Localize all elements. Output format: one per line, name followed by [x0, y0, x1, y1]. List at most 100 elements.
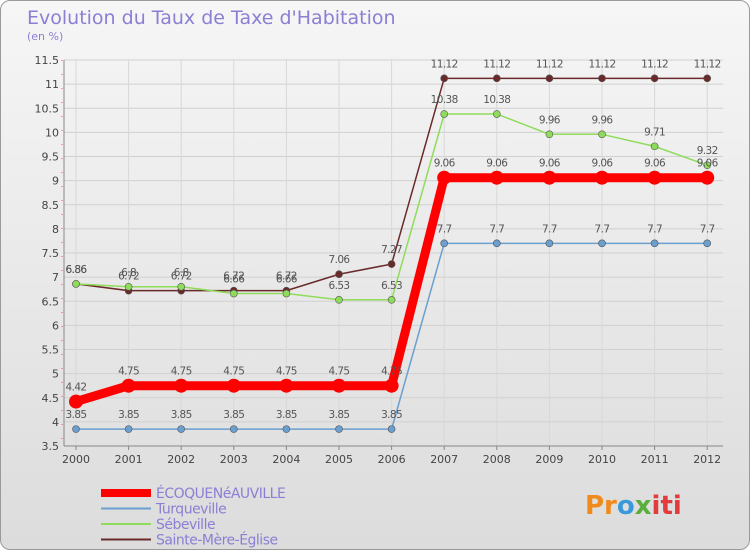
x-tick-label: 2004: [272, 453, 300, 466]
data-point: [124, 425, 133, 433]
data-label: 6.72: [118, 271, 139, 283]
data-label: 6.66: [276, 274, 298, 286]
data-label: 3.85: [276, 409, 297, 421]
data-label: 4.75: [171, 366, 192, 378]
data-point: [492, 239, 501, 248]
data-label: 7.7: [595, 223, 610, 235]
data-point: [703, 74, 712, 83]
y-tick-label: 8.5: [42, 199, 60, 212]
data-point: [69, 394, 83, 409]
data-label: 10.38: [431, 94, 458, 106]
data-label: 7.7: [542, 223, 557, 235]
data-label: 6.53: [381, 280, 402, 292]
data-point: [650, 74, 659, 83]
data-label: 3.85: [118, 409, 139, 421]
x-tick-label: 2012: [693, 453, 721, 466]
data-point: [282, 289, 291, 298]
data-point: [230, 289, 238, 298]
data-point: [121, 378, 136, 393]
data-point: [545, 239, 554, 248]
y-tick-label: 10: [45, 126, 59, 139]
y-tick-label: 4: [52, 416, 59, 429]
data-point: [177, 282, 185, 291]
data-point: [124, 282, 133, 291]
data-point: [598, 130, 606, 139]
data-label: 11.12: [536, 58, 563, 70]
y-tick-label: 4.5: [42, 392, 60, 405]
data-point: [440, 74, 449, 83]
x-tick-label: 2001: [115, 453, 143, 466]
chart-title: Evolution du Taux de Taxe d'Habitation: [27, 7, 396, 29]
data-point: [545, 130, 554, 139]
data-label: 6.72: [171, 271, 192, 283]
data-point: [700, 170, 715, 185]
data-point: [384, 378, 399, 393]
data-point: [440, 110, 449, 118]
proxiti-logo: Proxiti: [585, 491, 682, 521]
data-label: 9.06: [592, 158, 614, 170]
data-label: 7.7: [489, 223, 504, 235]
y-tick-label: 10.5: [35, 102, 60, 115]
data-label: 4.75: [329, 366, 350, 378]
data-point: [226, 378, 241, 393]
data-label: 6.86: [66, 264, 88, 276]
logo-part: iti: [651, 491, 682, 521]
data-label: 11.12: [588, 58, 615, 70]
legend-label: Sébeville: [156, 517, 215, 533]
data-label: 11.12: [694, 58, 721, 70]
logo-part: o: [616, 491, 635, 521]
data-point: [437, 170, 452, 185]
data-label: 7.06: [329, 254, 351, 266]
data-point: [650, 239, 659, 248]
data-label: 9.96: [592, 114, 614, 126]
legend-label: ÉCOQUENéAUVILLE: [156, 485, 285, 502]
y-tick-label: 9: [52, 175, 59, 188]
y-tick-label: 5: [52, 368, 59, 381]
data-point: [72, 425, 80, 433]
series-lines: [69, 74, 715, 433]
data-point: [335, 296, 343, 304]
y-tick-label: 7.5: [42, 247, 60, 260]
y-tick-label: 11: [45, 78, 59, 91]
data-point: [595, 170, 609, 185]
y-axis-unit: (en %): [27, 30, 64, 43]
data-label: 11.12: [483, 58, 510, 70]
x-tick-label: 2006: [378, 453, 406, 466]
data-point: [335, 270, 343, 279]
x-tick-label: 2008: [483, 453, 511, 466]
data-label: 4.75: [118, 366, 139, 378]
data-label: 11.12: [431, 58, 458, 70]
x-tick-label: 2007: [430, 453, 458, 466]
data-point: [598, 74, 606, 83]
data-point: [650, 142, 659, 151]
data-label: 4.42: [66, 382, 87, 394]
legend-label: Turqueville: [155, 502, 226, 518]
data-point: [542, 170, 557, 185]
x-tick-label: 2005: [325, 453, 353, 466]
data-point: [72, 280, 80, 288]
y-tick-label: 3.5: [42, 440, 60, 453]
data-labels: 4.42 4.75 4.75 4.75 4.75 4.75 4.75 9.06 9.06 9.06…: [66, 58, 722, 421]
data-label: 9.06: [644, 158, 666, 170]
data-label: 4.75: [381, 366, 402, 378]
data-label: 3.85: [381, 409, 402, 421]
data-label: 6.66: [223, 274, 245, 286]
data-label: 7.27: [381, 244, 402, 256]
y-tick-label: 6: [52, 319, 59, 332]
data-label: 3.85: [223, 409, 244, 421]
data-label: 9.06: [697, 158, 719, 170]
data-label: 9.96: [539, 114, 561, 126]
data-point: [703, 161, 712, 169]
y-tick-label: 6.5: [42, 295, 60, 308]
y-tick-label: 9.5: [42, 151, 60, 164]
data-point: [230, 425, 238, 433]
data-label: 3.85: [171, 409, 192, 421]
data-point: [387, 260, 396, 268]
data-point: [545, 74, 554, 83]
data-label: 7.7: [700, 223, 715, 235]
x-tick-label: 2003: [220, 453, 248, 466]
y-tick-label: 8: [52, 223, 59, 236]
data-label: 7.7: [437, 223, 452, 235]
data-point: [387, 296, 396, 304]
data-point: [647, 170, 662, 185]
